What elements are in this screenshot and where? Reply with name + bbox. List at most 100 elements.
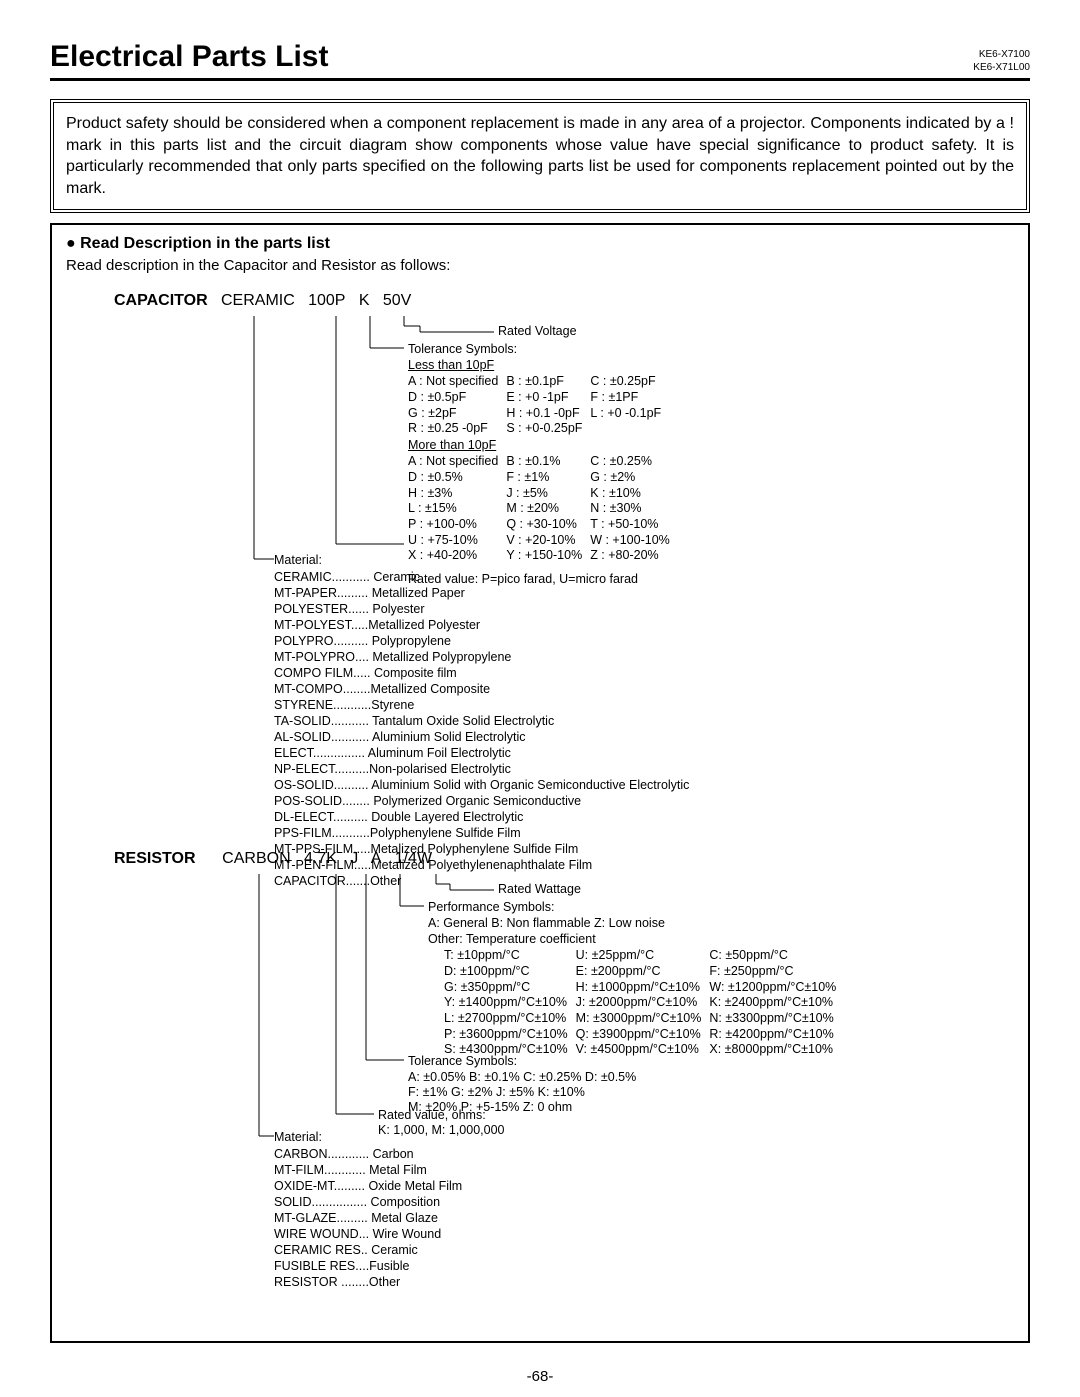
table-cell: F: ±250ppm/°C [709,964,844,980]
cap-field-value: 100P [308,292,345,309]
table-cell: M: ±3000ppm/°C±10% [576,1011,710,1027]
table-cell: W : +100-10% [590,533,678,549]
res-tol-1: A: ±0.05% B: ±0.1% C: ±0.25% D: ±0.5% [408,1070,636,1086]
cap-more-table: A : Not specifiedB : ±0.1%C : ±0.25% D : … [408,454,678,563]
page-title: Electrical Parts List [50,40,328,74]
table-cell: D : ±0.5% [408,470,506,486]
resistor-label: RESISTOR [114,850,196,867]
page-number: -68- [0,1368,1080,1385]
cap-less-table: A : Not specifiedB : ±0.1pFC : ±0.25pF D … [408,374,669,437]
table-cell: S : +0-0.25pF [506,421,590,437]
res-temp-table: T: ±10ppm/°CU: ±25ppm/°CC: ±50ppm/°C D: ±… [444,948,844,1057]
table-cell: X: ±8000ppm/°C±10% [709,1042,844,1058]
table-cell: K: ±2400ppm/°C±10% [709,995,844,1011]
table-cell: P: ±3600ppm/°C±10% [444,1027,576,1043]
description-box: ● Read Description in the parts list Rea… [50,223,1030,1343]
table-cell: R: ±4200ppm/°C±10% [709,1027,844,1043]
material-item: TA-SOLID........... Tantalum Oxide Solid… [274,713,689,729]
table-cell: K : ±10% [590,486,678,502]
table-cell: V: ±4500ppm/°C±10% [576,1042,710,1058]
table-cell: A : Not specified [408,454,506,470]
material-item: DL-ELECT.......... Double Layered Electr… [274,809,689,825]
table-cell: E: ±200ppm/°C [576,964,710,980]
res-rated-value2: K: 1,000, M: 1,000,000 [378,1123,504,1139]
table-cell [590,421,669,437]
table-cell: M : ±20% [506,501,590,517]
table-cell: N: ±3300ppm/°C±10% [709,1011,844,1027]
cap-more: More than 10pF [408,438,496,454]
table-cell: D : ±0.5pF [408,390,506,406]
read-heading: ● Read Description in the parts list [66,235,1014,253]
table-cell: Y : +150-10% [506,548,590,564]
table-cell: J : ±5% [506,486,590,502]
material-item: MT-GLAZE......... Metal Glaze [274,1210,462,1226]
table-cell: B : ±0.1pF [506,374,590,390]
capacitor-header: CAPACITOR CERAMIC 100P K 50V [114,292,1014,310]
title-row: Electrical Parts List KE6-X7100 KE6-X71L… [50,40,1030,81]
material-item: NP-ELECT..........Non-polarised Electrol… [274,761,689,777]
table-cell: T: ±10ppm/°C [444,948,576,964]
cap-field-voltage: 50V [383,292,411,309]
table-cell: F : ±1% [506,470,590,486]
table-cell: W: ±1200ppm/°C±10% [709,980,844,996]
res-materials: CARBON............ CarbonMT-FILM........… [274,1146,462,1290]
table-cell: C : ±0.25pF [590,374,669,390]
table-cell: H: ±1000ppm/°C±10% [576,980,710,996]
table-cell: Z : +80-20% [590,548,678,564]
table-cell: N : ±30% [590,501,678,517]
material-item: OS-SOLID.......... Aluminium Solid with … [274,777,689,793]
cap-field-material: CERAMIC [221,292,295,309]
table-cell: U : +75-10% [408,533,506,549]
table-cell: A : Not specified [408,374,506,390]
table-cell: V : +20-10% [506,533,590,549]
table-cell: Q : +30-10% [506,517,590,533]
table-cell: T : +50-10% [590,517,678,533]
material-item: MT-PPS-FILM.....Metalized Polyphenylene … [274,841,689,857]
res-perf-header: Performance Symbols: [428,900,554,916]
material-item: SOLID................ Composition [274,1194,462,1210]
table-cell: U: ±25ppm/°C [576,948,710,964]
material-item: MT-POLYEST.....Metallized Polyester [274,617,689,633]
read-sub: Read description in the Capacitor and Re… [66,257,1014,274]
table-cell: H : +0.1 -0pF [506,406,590,422]
code-2: KE6-X71L00 [973,61,1030,74]
res-temp-header: Other: Temperature coefficient [428,932,596,948]
table-cell: R : ±0.25 -0pF [408,421,506,437]
table-cell: C : ±0.25% [590,454,678,470]
table-cell: E : +0 -1pF [506,390,590,406]
table-cell: C: ±50ppm/°C [709,948,844,964]
material-item: FUSIBLE RES....Fusible [274,1258,462,1274]
cap-rated-voltage: Rated Voltage [498,324,577,340]
table-cell: J: ±2000ppm/°C±10% [576,995,710,1011]
table-cell: Y: ±1400ppm/°C±10% [444,995,576,1011]
capacitor-label: CAPACITOR [114,292,208,309]
material-item: MT-COMPO........Metallized Composite [274,681,689,697]
material-item: ELECT............... Aluminum Foil Elect… [274,745,689,761]
cap-field-tol: K [359,292,370,309]
capacitor-diagram: Rated Voltage Tolerance Symbols: Less th… [114,316,1014,846]
table-cell: L : +0 -0.1pF [590,406,669,422]
material-item: STYRENE...........Styrene [274,697,689,713]
cap-materials: CERAMIC........... CeramicMT-PAPER......… [274,569,689,889]
material-item: MT-FILM............ Metal Film [274,1162,462,1178]
material-item: MT-PEN-FILM.....Metalized Polyethylenena… [274,857,689,873]
material-item: CARBON............ Carbon [274,1146,462,1162]
table-cell: X : +40-20% [408,548,506,564]
table-cell: P : +100-0% [408,517,506,533]
cap-material-label: Material: [274,553,322,569]
model-codes: KE6-X7100 KE6-X71L00 [973,48,1030,74]
code-1: KE6-X7100 [973,48,1030,61]
res-material-label: Material: [274,1130,322,1146]
table-cell: D: ±100ppm/°C [444,964,576,980]
material-item: POLYESTER...... Polyester [274,601,689,617]
table-cell: Q: ±3900ppm/°C±10% [576,1027,710,1043]
res-tol-2: F: ±1% G: ±2% J: ±5% K: ±10% [408,1085,585,1101]
material-item: POS-SOLID........ Polymerized Organic Se… [274,793,689,809]
material-item: CERAMIC RES.. Ceramic [274,1242,462,1258]
res-rated-value: Rated value, ohms: [378,1108,486,1124]
cap-tol-header: Tolerance Symbols: [408,342,517,358]
table-cell: L : ±15% [408,501,506,517]
table-cell: B : ±0.1% [506,454,590,470]
material-item: AL-SOLID........... Aluminium Solid Elec… [274,729,689,745]
resistor-diagram: Rated Wattage Performance Symbols: A: Ge… [114,874,1014,1274]
